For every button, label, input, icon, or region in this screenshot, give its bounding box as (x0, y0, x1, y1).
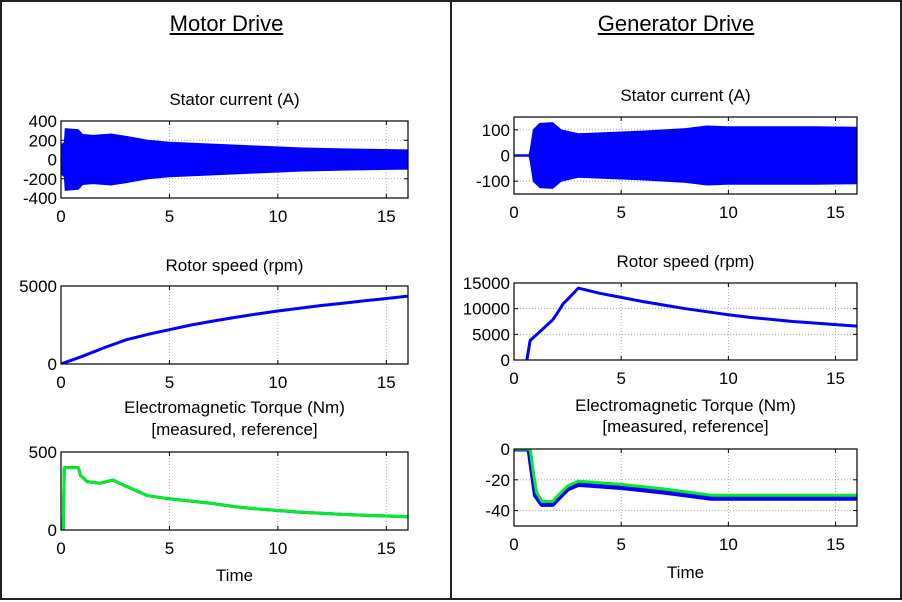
gen-speed-axes-frame (513, 282, 858, 361)
gen-torque-series-reference (514, 449, 857, 503)
gen-stator-ytick-label: 0 (501, 147, 510, 166)
gen-stator-ytick-label: 100 (482, 121, 510, 140)
motor-speed-plot-area (61, 286, 408, 364)
motor-torque-ytick-label: 0 (48, 521, 57, 540)
motor-speed-xtick-label: 15 (377, 373, 396, 392)
motor-stator-ytick-label: 400 (29, 112, 57, 131)
gen-torque-subtitle: [measured, reference] (602, 417, 768, 436)
gen-speed-xtick-label: 10 (719, 369, 738, 388)
motor-speed-xtick-label: 5 (165, 373, 174, 392)
motor-torque-ytick-label: 500 (29, 443, 57, 462)
motor-stator-ytick-label: -200 (23, 170, 57, 189)
motor-stator-xtick-label: 15 (377, 207, 396, 226)
gen-stator-title: Stator current (A) (620, 86, 750, 105)
gen-torque-ytick-label: -20 (485, 471, 510, 490)
gen-stator-xtick-label: 0 (509, 203, 518, 222)
gen-torque-xlabel: Time (667, 563, 704, 582)
gen-torque-title: Electromagnetic Torque (Nm) (575, 396, 796, 415)
gen-torque-xtick-label: 0 (509, 535, 518, 554)
gen-speed-series-speed (525, 286, 857, 360)
motor-speed-xtick-label: 0 (56, 373, 65, 392)
motor-torque-axes-frame (60, 451, 409, 531)
generator-drive-title: Generator Drive (597, 11, 755, 36)
gen-torque-ytick-label: 0 (501, 440, 510, 459)
motor-stator-axes-frame (60, 120, 409, 199)
gen-torque-ytick-label: -40 (485, 502, 510, 521)
motor-stator-xtick-label: 5 (165, 207, 174, 226)
gen-speed-xtick-label: 15 (826, 369, 845, 388)
motor-torque-xtick-label: 5 (165, 539, 174, 558)
motor-stator-title: Stator current (A) (169, 90, 299, 109)
motor-stator-series-envelope (61, 128, 408, 191)
motor-speed-ytick-label: 5000 (19, 277, 57, 296)
gen-speed-ytick-label: 5000 (472, 325, 510, 344)
motor-stator-ytick-label: -400 (23, 189, 57, 208)
gen-speed-ytick-label: 10000 (463, 300, 510, 319)
motor-speed-ytick-label: 0 (48, 355, 57, 374)
motor-speed-series-speed (61, 294, 408, 364)
motor-torque-xlabel: Time (216, 566, 253, 585)
motor-drive-title: Motor Drive (169, 11, 284, 36)
gen-speed-xtick-label: 5 (616, 369, 625, 388)
gen-torque-axes-frame (513, 448, 858, 527)
gen-stator-xtick-label: 5 (616, 203, 625, 222)
gen-torque-xtick-label: 5 (616, 535, 625, 554)
motor-speed-xtick-label: 10 (268, 373, 287, 392)
motor-torque-plot-area (61, 452, 408, 530)
gen-stator-xtick-label: 10 (719, 203, 738, 222)
gen-stator-series-envelope (514, 122, 857, 189)
motor-torque-series-reference (61, 466, 408, 530)
motor-stator-ytick-label: 200 (29, 131, 57, 150)
gen-stator-ytick-label: -100 (476, 172, 510, 191)
motor-torque-xtick-label: 0 (56, 539, 65, 558)
motor-stator-ytick-label: 0 (48, 151, 57, 170)
motor-torque-xtick-label: 15 (377, 539, 396, 558)
gen-stator-axes-frame (513, 116, 858, 195)
gen-torque-xtick-label: 15 (826, 535, 845, 554)
motor-torque-subtitle: [measured, reference] (151, 420, 317, 439)
motor-stator-xtick-label: 0 (56, 207, 65, 226)
gen-stator-xtick-label: 15 (826, 203, 845, 222)
gen-torque-xtick-label: 10 (719, 535, 738, 554)
motor-torque-title: Electromagnetic Torque (Nm) (124, 398, 345, 417)
motor-speed-title: Rotor speed (rpm) (166, 256, 304, 275)
motor-stator-xtick-label: 10 (268, 207, 287, 226)
gen-speed-title: Rotor speed (rpm) (617, 252, 755, 271)
motor-speed-axes-frame (60, 285, 409, 365)
gen-speed-ytick-label: 0 (501, 351, 510, 370)
motor-torque-xtick-label: 10 (268, 539, 287, 558)
gen-speed-ytick-label: 15000 (463, 274, 510, 293)
gen-speed-xtick-label: 0 (509, 369, 518, 388)
